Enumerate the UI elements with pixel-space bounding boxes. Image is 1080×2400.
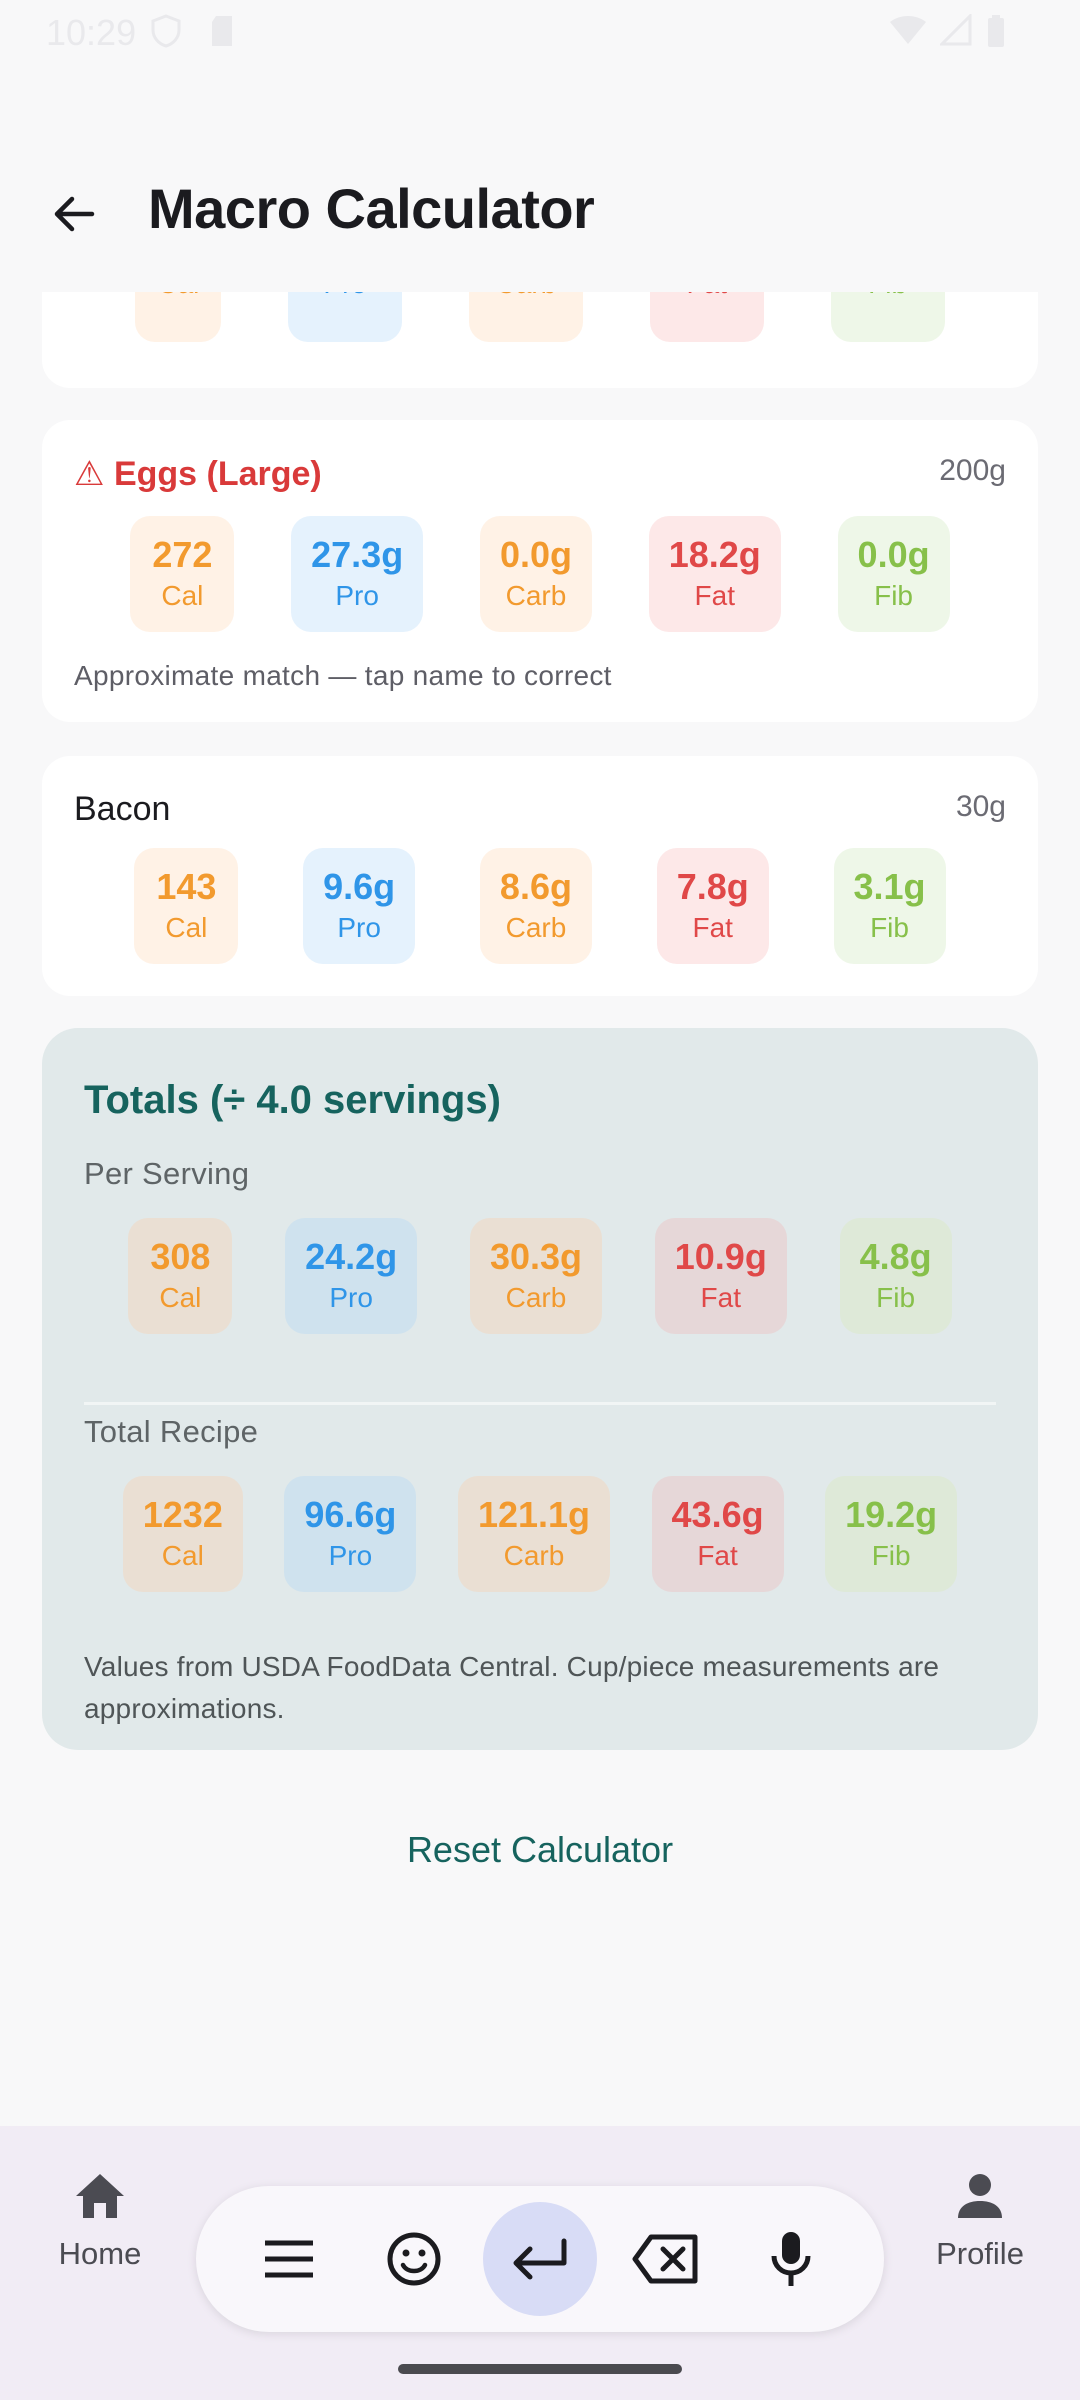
data-source-note: Values from USDA FoodData Central. Cup/p…	[84, 1651, 940, 1724]
emoji-button[interactable]	[357, 2202, 471, 2316]
keyboard-toolbar	[196, 2186, 884, 2332]
ingredient-card-bacon: Bacon 30g 143 Cal 9.6g Pro 8.6g Carb 7.8g Fa…	[42, 756, 1038, 996]
protein-chip: 24.2g Pro	[285, 1218, 418, 1334]
menu-button[interactable]	[232, 2202, 346, 2316]
cal-chip: Cal	[135, 292, 222, 342]
fat-chip: Fat	[649, 292, 764, 342]
back-button[interactable]	[40, 180, 108, 248]
status-time: 10:29	[46, 12, 137, 53]
approximate-match-note: Approximate match — tap name to correct	[74, 660, 612, 691]
signal-icon	[940, 14, 972, 46]
voice-input-button[interactable]	[734, 2202, 848, 2316]
mic-icon	[771, 2232, 811, 2286]
shield-icon	[151, 14, 181, 48]
sd-card-icon	[212, 16, 232, 46]
ingredient-name[interactable]: ⚠ Eggs (Large)	[74, 455, 322, 493]
fiber-chip: 3.1g Fib	[833, 848, 946, 964]
reset-calculator-button[interactable]: Reset Calculator	[406, 1829, 674, 1870]
cal-chip: 1232 Cal	[122, 1476, 243, 1592]
home-indicator	[398, 2364, 682, 2374]
protein-chip: Pro	[288, 292, 403, 342]
total-recipe-label: Total Recipe	[84, 1414, 259, 1449]
enter-button[interactable]	[482, 2202, 597, 2316]
page-title: Macro Calculator	[148, 177, 595, 240]
menu-icon	[264, 2240, 313, 2278]
macro-chips: 272 Cal 27.3g Pro 0.0g Carb 18.2g Fat 0.0g Fi…	[42, 516, 1038, 632]
warning-icon: ⚠	[74, 455, 105, 493]
status-bar: 10:29	[0, 0, 1080, 62]
top-app-bar: Macro Calculator	[0, 150, 1080, 270]
protein-chip: 27.3g Pro	[291, 516, 424, 632]
divider	[84, 1402, 996, 1405]
per-serving-chips: 308 Cal 24.2g Pro 30.3g Carb 10.9g Fat 4.8g F…	[42, 1218, 1038, 1334]
emoji-icon	[387, 2232, 441, 2286]
totals-title: Totals (÷ 4.0 servings)	[84, 1078, 501, 1122]
enter-arrow-icon	[513, 2238, 567, 2280]
macro-chips: 143 Cal 9.6g Pro 8.6g Carb 7.8g Fat 3.1g Fib	[42, 848, 1038, 964]
carb-chip: 30.3g Carb	[469, 1218, 602, 1334]
cal-chip: 272 Cal	[130, 516, 235, 632]
fiber-chip: 4.8g Fib	[839, 1218, 952, 1334]
ingredient-weight: 200g	[939, 454, 1006, 487]
fiber-chip: 0.0g Fib	[837, 516, 950, 632]
fat-chip: 7.8g Fat	[656, 848, 769, 964]
home-icon	[76, 2174, 124, 2218]
carb-chip: Carb	[468, 292, 583, 342]
content-scroll[interactable]: Cal Pro Carb Fat Fib ⚠ Eggs (Large) 200g…	[0, 292, 1080, 2122]
cal-chip: 143 Cal	[134, 848, 239, 964]
nav-home[interactable]: Home	[20, 2170, 180, 2272]
carb-chip: 8.6g Carb	[479, 848, 592, 964]
person-icon	[958, 2174, 1002, 2218]
macro-chips: Cal Pro Carb Fat Fib	[42, 292, 1038, 342]
fat-chip: 10.9g Fat	[654, 1218, 787, 1334]
per-serving-label: Per Serving	[84, 1156, 250, 1191]
nav-profile[interactable]: Profile	[900, 2170, 1060, 2272]
backspace-icon	[632, 2234, 698, 2284]
wifi-icon	[890, 16, 926, 44]
arrow-back-icon	[54, 196, 95, 232]
totals-card: Totals (÷ 4.0 servings) Per Serving 308 C…	[42, 1028, 1038, 1750]
bottom-navigation: Home Profile	[0, 2126, 1080, 2400]
fat-chip: 43.6g Fat	[651, 1476, 784, 1592]
ingredient-card-partial: Cal Pro Carb Fat Fib	[42, 292, 1038, 388]
carb-chip: 0.0g Carb	[479, 516, 592, 632]
ingredient-weight: 30g	[955, 790, 1006, 823]
ingredient-card-eggs: ⚠ Eggs (Large) 200g 272 Cal 27.3g Pro 0.0g…	[42, 420, 1038, 722]
protein-chip: 9.6g Pro	[303, 848, 416, 964]
ingredient-name[interactable]: Bacon	[74, 790, 171, 828]
fiber-chip: 19.2g Fib	[825, 1476, 958, 1592]
backspace-button[interactable]	[609, 2202, 723, 2316]
cal-chip: 308 Cal	[128, 1218, 233, 1334]
total-recipe-chips: 1232 Cal 96.6g Pro 121.1g Carb 43.6g Fat 19.…	[42, 1476, 1038, 1592]
carb-chip: 121.1g Carb	[457, 1476, 611, 1592]
fiber-chip: Fib	[830, 292, 945, 342]
fat-chip: 18.2g Fat	[648, 516, 781, 632]
battery-icon	[988, 15, 1004, 47]
protein-chip: 96.6g Pro	[284, 1476, 417, 1592]
